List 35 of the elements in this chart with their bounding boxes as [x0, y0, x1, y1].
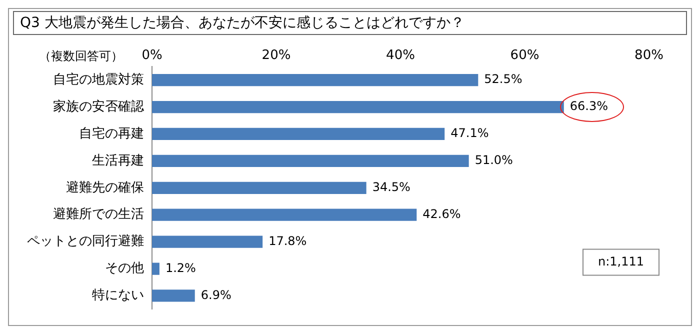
data-label: 66.3%	[570, 99, 608, 114]
bar	[152, 208, 417, 221]
bar	[152, 290, 195, 302]
data-label: 51.0%	[474, 153, 513, 168]
bar	[152, 128, 445, 140]
data-label: 34.5%	[372, 180, 410, 194]
x-tick-label: 80%	[634, 48, 664, 64]
bar	[152, 74, 478, 86]
y-tick-label: 自宅の再建	[79, 125, 144, 142]
y-tick-label: 避難先の確保	[66, 180, 144, 196]
data-label: 6.9%	[200, 288, 232, 302]
bar	[152, 182, 366, 194]
bar	[152, 154, 469, 168]
data-label: 47.1%	[450, 126, 489, 140]
y-tick-label: 家族の安否確認	[53, 98, 144, 114]
chart-title: Q3 大地震が発生した場合、あなたが不安に感じることはどれですか？	[13, 11, 687, 35]
y-tick-label: 避難所での生活	[53, 207, 144, 222]
y-tick-label: ペットとの同行避難	[27, 234, 144, 250]
data-label: 52.5%	[484, 72, 522, 86]
text: （複数回答可）	[39, 49, 123, 64]
x-tick-label: 60%	[510, 48, 540, 64]
data-label: 42.6%	[422, 206, 461, 221]
bar	[152, 100, 564, 114]
x-tick-label: 40%	[386, 48, 415, 64]
bar	[152, 236, 263, 248]
annotation: n:1,111	[598, 254, 644, 268]
bar	[152, 262, 160, 275]
x-tick-label: 20%	[262, 48, 291, 64]
y-tick-label: 生活再建	[92, 153, 144, 168]
y-tick-label: 特にない	[92, 288, 144, 304]
data-label: 17.8%	[268, 234, 307, 248]
y-tick-label: 自宅の地震対策	[53, 71, 144, 88]
y-tick-label: その他	[105, 261, 144, 276]
data-label: 1.2%	[165, 260, 196, 275]
x-tick-label: 0%	[142, 48, 162, 64]
